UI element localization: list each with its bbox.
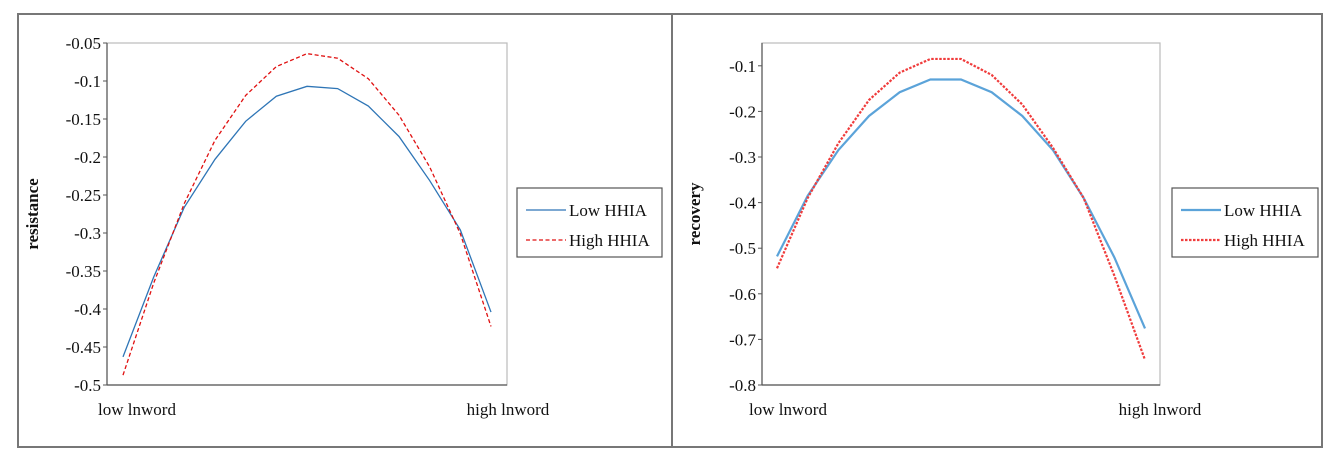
legend: Low HHIA High HHIA <box>1171 187 1319 258</box>
series-line-high-hhia <box>775 57 1147 361</box>
y-tick-label: -0.3 <box>729 148 756 167</box>
y-tick-label: -0.2 <box>74 148 101 167</box>
legend-label: Low HHIA <box>569 201 648 220</box>
y-tick-label: -0.35 <box>66 262 101 281</box>
legend: Low HHIA High HHIA <box>516 187 663 258</box>
chart-panel-2: -0.1 -0.2 -0.3 -0.4 -0.5 -0.6 -0.7 -0.8 recovery… <box>671 13 1323 448</box>
y-tick-label: -0.15 <box>66 110 101 129</box>
y-tick-label: -0.1 <box>729 57 756 76</box>
legend-label: High HHIA <box>569 231 650 250</box>
y-tick-label: -0.7 <box>729 330 756 349</box>
y-tick-label: -0.4 <box>74 300 101 319</box>
x-tick-label: low lnword <box>98 400 176 419</box>
legend-label: Low HHIA <box>1224 201 1303 220</box>
y-tick-label: -0.3 <box>74 224 101 243</box>
y-tick-label: -0.1 <box>74 72 101 91</box>
y-tick-label: -0.2 <box>729 102 756 121</box>
y-tick-label: -0.6 <box>729 285 756 304</box>
y-tick-label: -0.25 <box>66 186 101 205</box>
series-line-low-hhia <box>776 78 1147 329</box>
y-tick-label: -0.8 <box>729 376 756 395</box>
x-tick-label: low lnword <box>749 400 827 419</box>
x-tick-label: high lnword <box>467 400 550 419</box>
y-tick-label: -0.5 <box>74 376 101 395</box>
series-line-low-hhia <box>122 85 492 358</box>
y-tick-label: -0.4 <box>729 194 756 213</box>
y-tick-label: -0.5 <box>729 239 756 258</box>
y-tick-label: -0.05 <box>66 34 101 53</box>
series-line-high-hhia <box>122 52 492 376</box>
x-tick-label: high lnword <box>1119 400 1202 419</box>
legend-box <box>1171 187 1319 258</box>
y-axis-label: recovery <box>685 182 704 245</box>
y-tick-label: -0.45 <box>66 338 101 357</box>
chart-panel-1: -0.05 -0.1 -0.15 -0.2 -0.25 -0.3 -0.35 -0.4 -0.4… <box>17 13 673 448</box>
legend-box <box>516 187 663 258</box>
legend-label: High HHIA <box>1224 231 1305 250</box>
y-axis-label: resistance <box>23 178 42 250</box>
